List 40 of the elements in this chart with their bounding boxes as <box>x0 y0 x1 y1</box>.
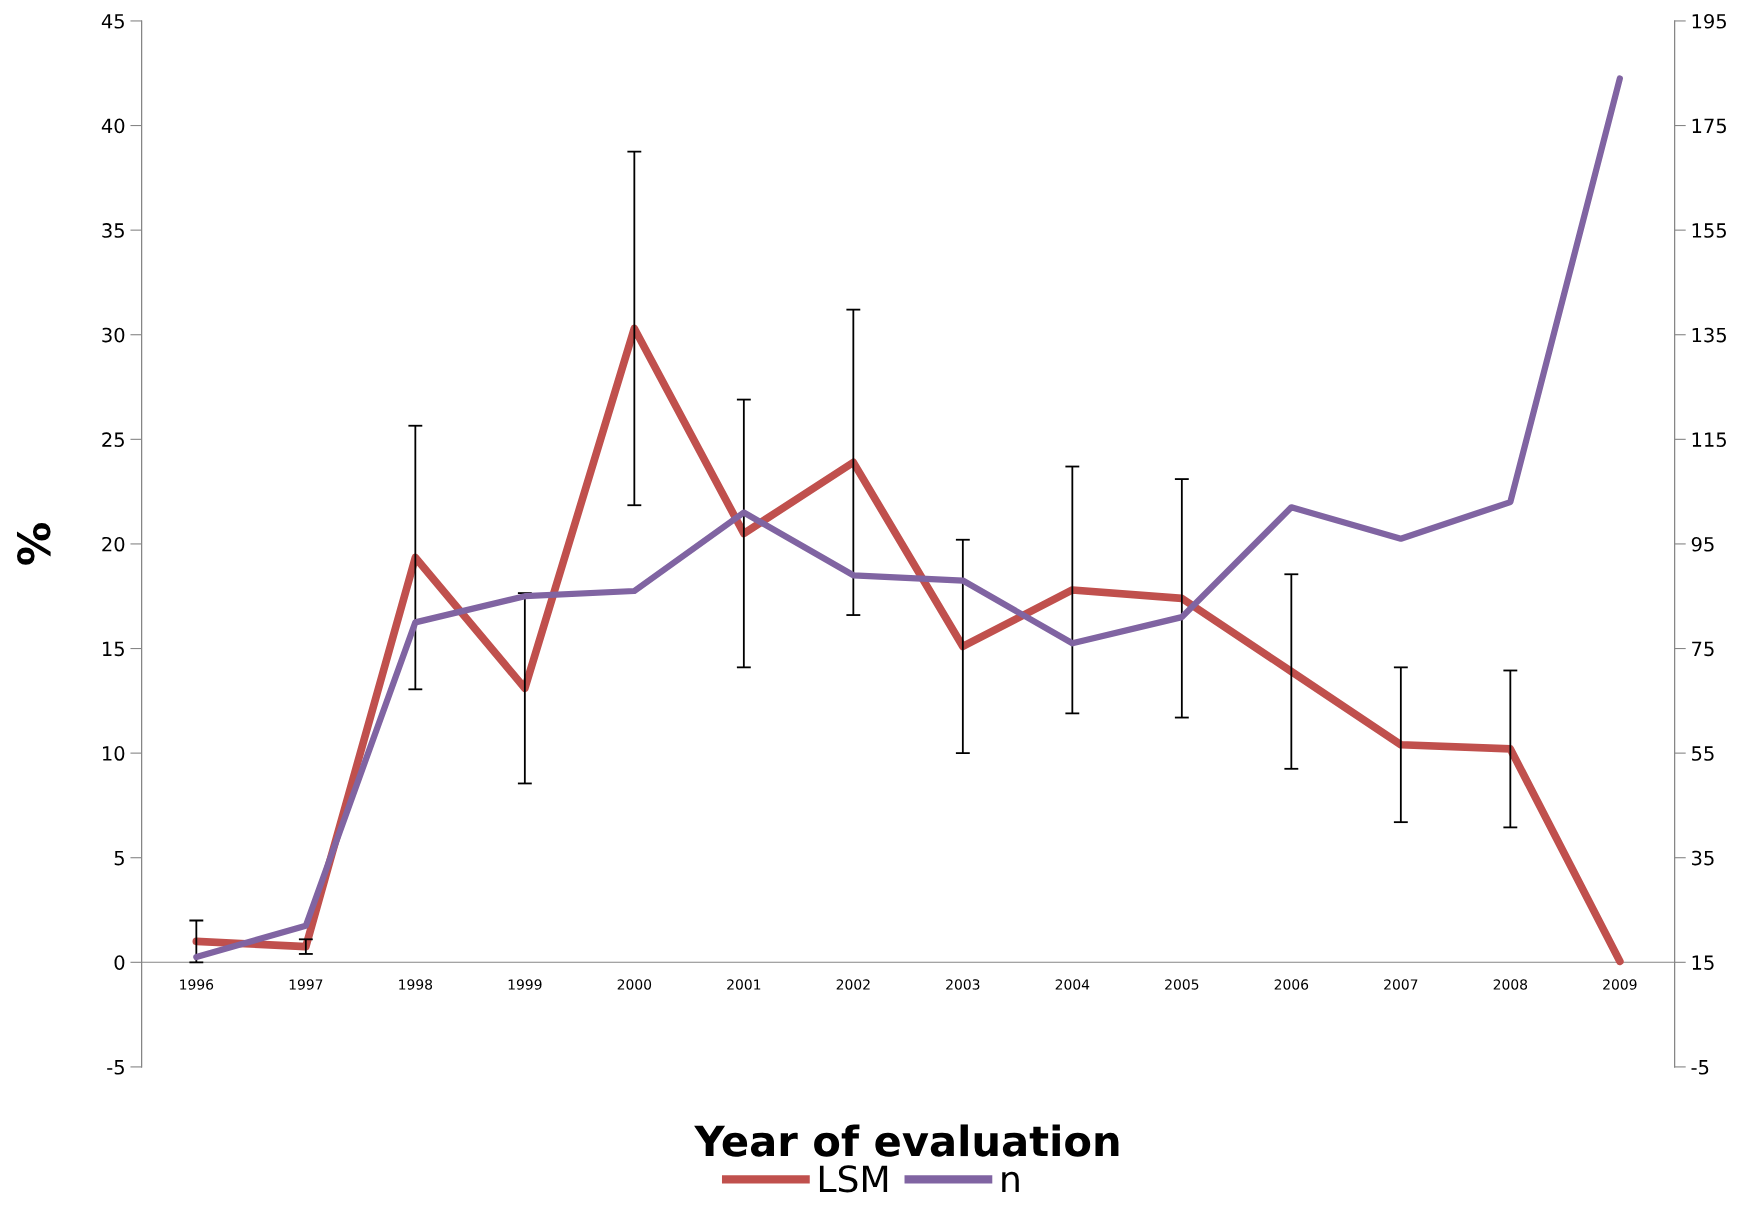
x-tick-label: 2006 <box>1274 979 1309 990</box>
y-tick-label: 15 <box>103 641 124 657</box>
y2-tick-label: 55 <box>1692 746 1714 761</box>
y-tick-label: 20 <box>102 536 125 552</box>
x-tick-label: 1997 <box>289 979 323 990</box>
y-tick-label: 35 <box>102 223 124 238</box>
y-tick-label: 0 <box>114 955 125 970</box>
x-tick-label: 2007 <box>1384 979 1418 990</box>
y2-tick-label: 15 <box>1692 955 1714 970</box>
y-tick-label: 25 <box>102 432 124 447</box>
y2-tick-label: 155 <box>1692 223 1726 238</box>
y2-tick-label: 115 <box>1692 432 1726 447</box>
y-tick-label: 45 <box>101 14 124 29</box>
x-tick-label: 2009 <box>1603 979 1637 990</box>
y-tick-label: -5 <box>107 1060 124 1075</box>
y2-tick-label: 175 <box>1692 118 1726 134</box>
x-tick-label: 2003 <box>946 979 980 990</box>
y2-tick-label: 35 <box>1692 850 1714 866</box>
legend-label: n <box>1002 1171 1019 1192</box>
y2-tick-label: 75 <box>1692 641 1714 657</box>
y2-tick-label: 195 <box>1692 13 1726 29</box>
x-axis-title: Year of evaluation <box>694 1124 1119 1157</box>
y2-tick-label: -5 <box>1691 1060 1709 1075</box>
y-tick-label: 30 <box>102 327 125 343</box>
x-tick-label: 2004 <box>1055 979 1090 990</box>
x-tick-label: 1999 <box>508 979 542 990</box>
x-tick-label: 2001 <box>727 979 761 990</box>
x-tick-label: 2000 <box>617 979 652 990</box>
y-tick-label: 5 <box>114 850 124 866</box>
y-tick-label: 40 <box>101 118 125 134</box>
y2-tick-label: 135 <box>1692 327 1726 343</box>
y-tick-label: 10 <box>103 746 125 761</box>
x-tick-label: 2008 <box>1493 979 1528 990</box>
y2-tick-label: 95 <box>1691 536 1714 552</box>
x-tick-label: 1996 <box>180 979 214 990</box>
x-tick-label: 1998 <box>399 979 433 990</box>
x-tick-label: 2002 <box>836 979 870 990</box>
y-axis-title: % <box>16 523 51 565</box>
x-tick-label: 2005 <box>1165 979 1199 990</box>
legend-label: LSM <box>819 1165 888 1193</box>
